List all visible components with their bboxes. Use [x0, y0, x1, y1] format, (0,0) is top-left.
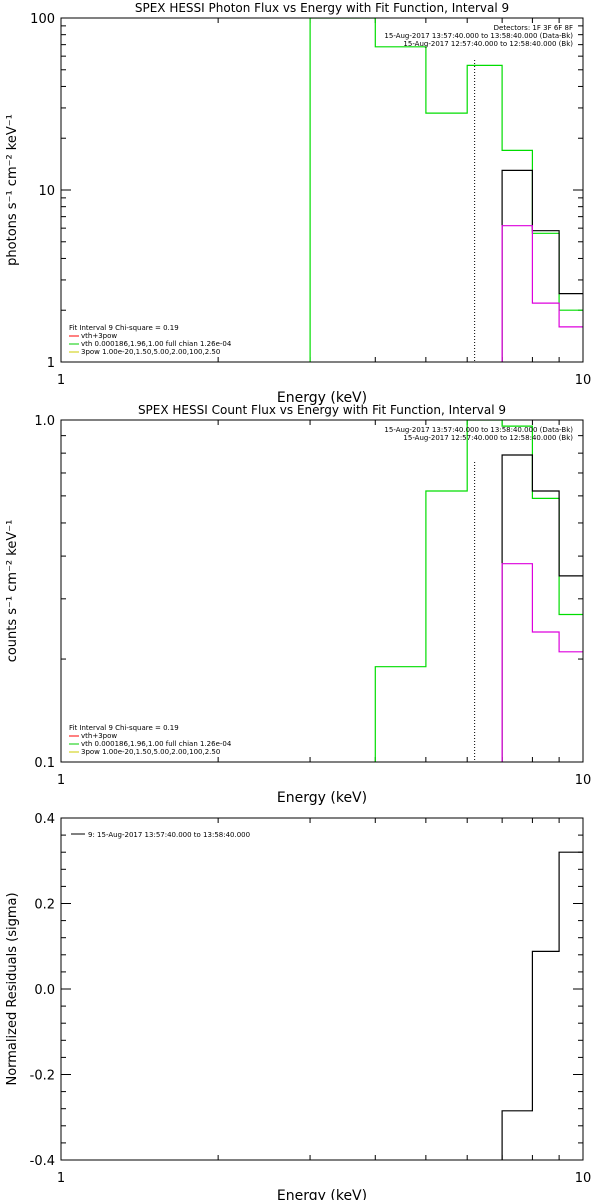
y-axis-label: photons s⁻¹ cm⁻² keV⁻¹	[5, 114, 20, 266]
y-tick-label: 0.2	[34, 898, 55, 913]
x-tick-label: 1	[57, 373, 65, 388]
chart-1: 1 10 Energy (keV) 1 10 100 photons s⁻¹ cm⁻² ke…	[5, 12, 591, 406]
x-tick-label: 10	[575, 373, 592, 388]
x-tick-label: 10	[575, 773, 592, 788]
legend-entry-text: 9: 15-Aug-2017 13:57:40.000 to 13:58:40.…	[88, 831, 250, 839]
chart-title: SPEX HESSI Photon Flux vs Energy with Fi…	[135, 1, 509, 15]
legend-top-text: 15-Aug-2017 13:57:40.000 to 13:58:40.000…	[384, 426, 573, 434]
legend-top-text: 15-Aug-2017 12:57:40.000 to 12:58:40.000…	[403, 434, 573, 442]
legend-bottom-text: vth+3pow	[81, 332, 117, 340]
series-line-1	[374, 420, 583, 762]
chart-2: 1 10 Energy (keV) 0.1 1.0 counts s⁻¹ cm⁻² keV…	[5, 414, 591, 806]
legend-bottom-text: Fit Interval 9 Chi-square = 0.19	[69, 724, 179, 732]
series-group	[501, 851, 583, 1160]
y-axis-label: counts s⁻¹ cm⁻² keV⁻¹	[5, 520, 20, 663]
x-axis-label: Energy (keV)	[277, 390, 367, 406]
legend-bottom-text: vth+3pow	[81, 732, 117, 740]
y-tick-label: 0.4	[34, 812, 55, 827]
plot-frame	[60, 817, 584, 1161]
x-tick-label: 1	[57, 1171, 65, 1186]
y-tick-label: -0.4	[30, 1154, 55, 1169]
x-axis-label: Energy (keV)	[277, 790, 367, 806]
legend-top-text: Detectors: 1F 3F 6F 8F	[494, 24, 573, 32]
y-tick-label: 1	[47, 356, 55, 371]
legend-bottom-text: Fit Interval 9 Chi-square = 0.19	[69, 324, 179, 332]
x-tick-label: 10	[575, 1171, 592, 1186]
x-tick-label: 1	[57, 773, 65, 788]
y-tick-label: -0.2	[30, 1069, 55, 1084]
series-group	[374, 420, 583, 762]
y-tick-label: 10	[38, 184, 55, 199]
legend-bottom-text: 3pow 1.00e-20,1.50,5.00,2.00,100,2.50	[81, 348, 220, 356]
series-line-3	[501, 225, 583, 362]
y-tick-label: 0.1	[34, 756, 55, 771]
legend-bottom-text: vth 0.000186,1.96,1.00 full chian 1.26e-…	[81, 740, 232, 748]
series-group	[309, 18, 583, 362]
legend-bottom-text: vth 0.000186,1.96,1.00 full chian 1.26e-…	[81, 340, 232, 348]
y-tick-label: 1.0	[34, 414, 55, 429]
x-axis-label: Energy (keV)	[277, 1188, 367, 1200]
plot-frame	[60, 419, 584, 763]
chart-title: SPEX HESSI Count Flux vs Energy with Fit…	[138, 403, 506, 417]
legend-top-text: 15-Aug-2017 12:57:40.000 to 12:58:40.000…	[403, 40, 573, 48]
y-tick-label: 0.0	[34, 983, 55, 998]
legend-top-text: 15-Aug-2017 13:57:40.000 to 13:58:40.000…	[384, 32, 573, 40]
y-axis-label: Normalized Residuals (sigma)	[5, 892, 20, 1085]
plot-frame	[60, 17, 584, 363]
series-line-1	[501, 851, 583, 1160]
y-tick-label: 100	[30, 12, 55, 27]
series-line-2	[501, 454, 583, 762]
chart-3: 1 10 Energy (keV) -0.4 -0.2 0.0 0.2 0.4 Normaliz…	[5, 812, 591, 1200]
series-line-2	[501, 169, 583, 362]
legend-bottom-text: 3pow 1.00e-20,1.50,5.00,2.00,100,2.50	[81, 748, 220, 756]
series-line-3	[501, 563, 583, 762]
series-line-1	[309, 18, 583, 362]
